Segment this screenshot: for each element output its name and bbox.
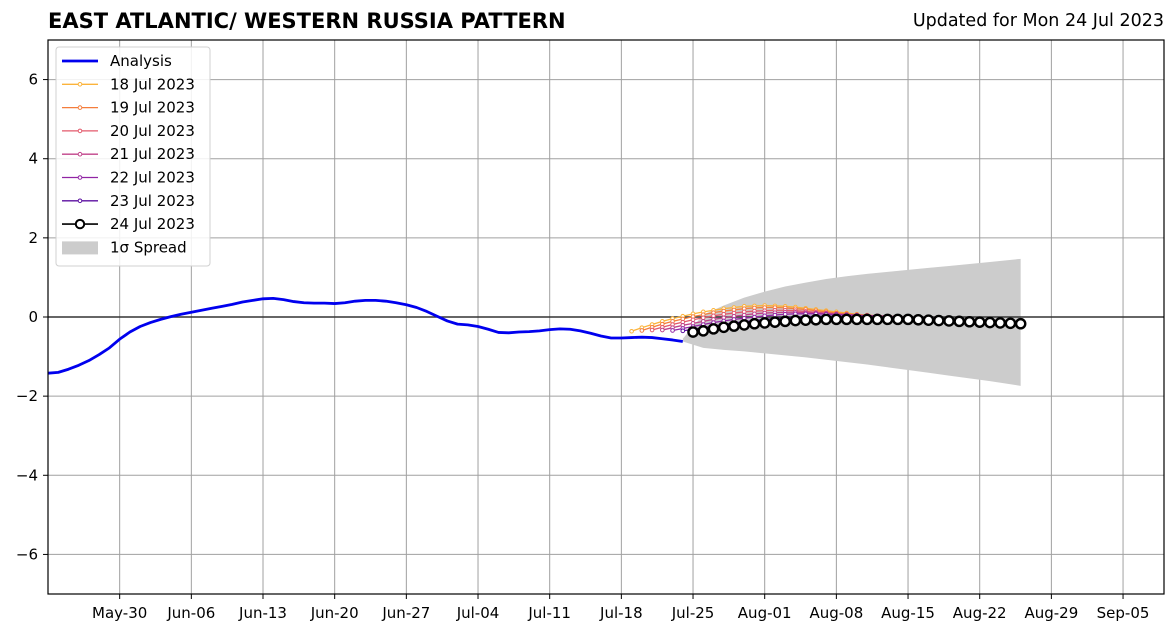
forecast-point xyxy=(639,328,645,333)
forecast-point xyxy=(799,314,812,326)
forecast-point xyxy=(779,315,791,328)
forecast-point xyxy=(748,317,761,330)
legend-label: 21 Jul 2023 xyxy=(110,145,195,163)
legend-label: 22 Jul 2023 xyxy=(110,169,195,187)
legend-label: 23 Jul 2023 xyxy=(110,192,195,210)
forecast-point xyxy=(810,313,822,326)
forecast-point xyxy=(922,314,935,326)
forecast-point xyxy=(769,316,781,328)
legend-label: 18 Jul 2023 xyxy=(110,75,195,93)
forecast-point xyxy=(687,326,699,338)
forecast-point xyxy=(891,313,904,326)
forecast-point xyxy=(711,313,716,319)
chart-title: EAST ATLANTIC/ WESTERN RUSSIA PATTERN xyxy=(48,9,566,33)
legend: Analysis 18 Jul 2023 19 Jul 2023 20 Jul 202… xyxy=(55,46,211,267)
forecast-layer xyxy=(629,303,1027,338)
legend-swatch-marker xyxy=(77,198,83,204)
forecast-point xyxy=(670,328,675,333)
x-tick-label: Sep-05 xyxy=(1097,604,1150,622)
forecast-point xyxy=(861,313,873,326)
y-tick-label: 6 xyxy=(28,71,38,89)
forecast-point xyxy=(758,317,771,329)
forecast-point xyxy=(772,312,778,318)
forecast-point xyxy=(902,313,914,326)
legend-label: Analysis xyxy=(110,52,172,70)
x-tick-label: Aug-08 xyxy=(809,604,863,622)
forecast-point xyxy=(680,328,686,334)
legend-box xyxy=(55,46,211,267)
forecast-point xyxy=(932,314,945,327)
legend-label: 20 Jul 2023 xyxy=(110,122,195,140)
x-tick-label: Aug-15 xyxy=(881,604,935,622)
spread-layer xyxy=(682,258,1021,386)
forecast-point xyxy=(840,313,853,326)
forecast-point xyxy=(851,313,863,326)
x-tick-label: Aug-22 xyxy=(953,604,1007,622)
forecast-point xyxy=(984,316,996,329)
forecast-point xyxy=(782,311,788,317)
forecast-point xyxy=(820,313,832,326)
legend-label: 19 Jul 2023 xyxy=(110,99,195,117)
forecast-point xyxy=(762,313,767,319)
x-tick-label: Aug-01 xyxy=(738,604,792,622)
forecast-point xyxy=(830,313,843,326)
forecast-point xyxy=(881,313,894,326)
spread-band xyxy=(682,258,1021,386)
forecast-point xyxy=(1014,317,1027,330)
y-tick-label: 0 xyxy=(28,308,38,326)
forecast-point xyxy=(697,325,710,337)
x-tick-label: Jun-20 xyxy=(310,604,359,622)
analysis-layer xyxy=(47,297,684,375)
x-tick-label: Jun-27 xyxy=(381,604,430,622)
forecast-point xyxy=(1004,317,1017,330)
legend-swatch-marker xyxy=(77,105,83,110)
legend-swatch-marker xyxy=(74,218,86,230)
y-tick-label: −6 xyxy=(16,545,38,563)
legend-swatch-marker xyxy=(77,151,83,157)
x-tick-label: Aug-29 xyxy=(1024,604,1078,622)
forecast-point xyxy=(728,320,740,332)
forecast-point xyxy=(721,311,727,317)
forecast-point xyxy=(943,315,955,327)
forecast-point xyxy=(717,321,730,334)
forecast-point xyxy=(700,315,706,321)
y-tick-label: 2 xyxy=(28,229,38,247)
x-tick-label: May-30 xyxy=(92,604,147,622)
x-tick-label: Jun-13 xyxy=(238,604,287,622)
forecast-point xyxy=(649,327,655,333)
tick-layer: May-30 Jun-06 Jun-13 Jun-20 Jun-27 Jul-04 Jul-… xyxy=(16,71,1150,622)
legend-label: 24 Jul 2023 xyxy=(110,215,195,233)
forecast-point xyxy=(994,317,1006,329)
forecast-point xyxy=(707,323,720,335)
analysis-line xyxy=(47,297,684,375)
y-tick-label: 4 xyxy=(28,150,38,168)
forecast-point xyxy=(963,315,976,328)
forecast-point xyxy=(953,315,966,328)
forecast-point xyxy=(912,313,925,326)
legend-swatch-marker xyxy=(77,128,83,134)
forecast-point xyxy=(629,328,634,334)
legend-swatch-marker xyxy=(77,82,83,87)
forecast-point xyxy=(738,319,751,331)
x-tick-label: Jul-11 xyxy=(527,604,571,622)
forecast-point xyxy=(973,316,986,328)
x-tick-label: Jul-04 xyxy=(456,604,500,622)
y-tick-label: −4 xyxy=(16,466,38,484)
updated-date-label: Updated for Mon 24 Jul 2023 xyxy=(912,11,1164,31)
forecast-point xyxy=(660,327,665,333)
y-tick-label: −2 xyxy=(16,387,38,405)
x-tick-label: Jun-06 xyxy=(166,604,215,622)
legend-swatch-marker xyxy=(77,175,83,180)
legend-swatch-spread xyxy=(62,241,98,255)
forecast-point xyxy=(871,313,884,326)
x-tick-label: Jul-25 xyxy=(671,604,715,622)
legend-label: 1σ Spread xyxy=(110,238,187,256)
forecast-point xyxy=(789,314,802,327)
forecast-point xyxy=(690,317,696,323)
x-tick-label: Jul-18 xyxy=(599,604,643,622)
